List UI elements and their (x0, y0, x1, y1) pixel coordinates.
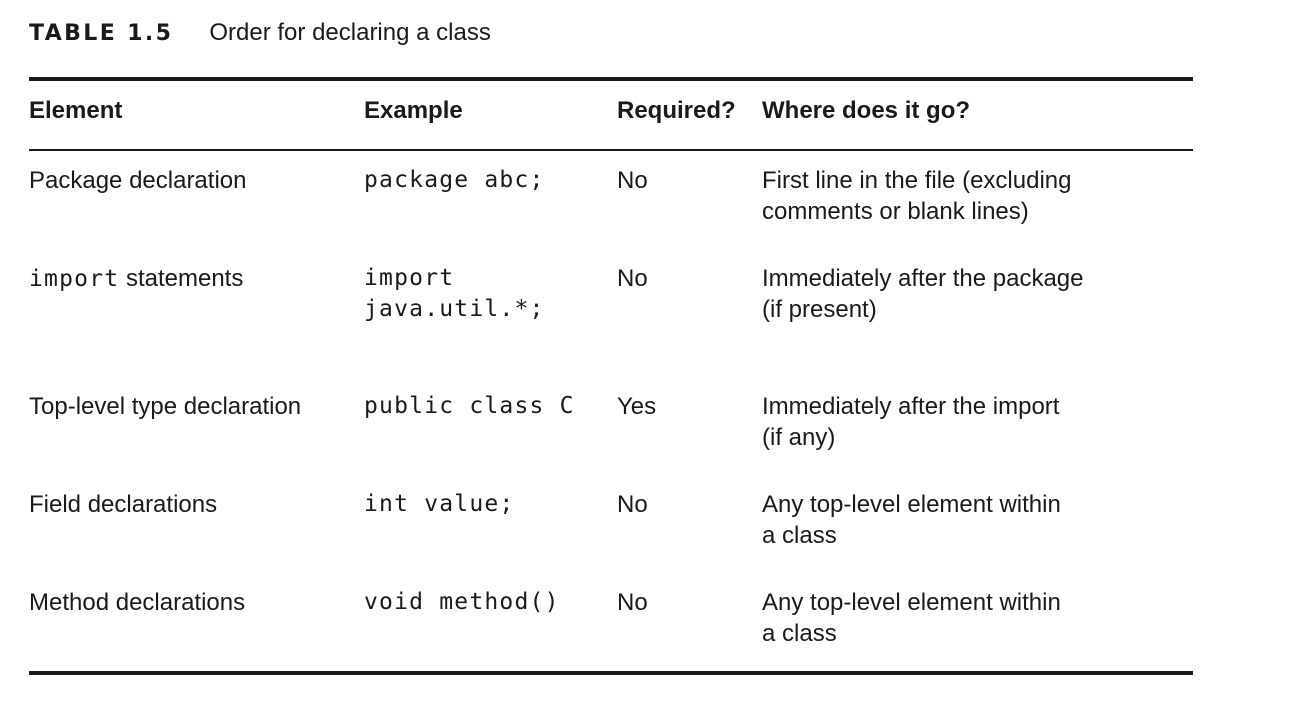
row-1-where: First line in the file (excluding commen… (762, 165, 1071, 227)
row-5-element: Method declarations (29, 587, 245, 618)
row-2-where-line-2: (if present) (762, 296, 877, 323)
row-5-where-line-1: Any top-level element within (762, 589, 1061, 616)
row-5-required: No (617, 589, 648, 616)
row-4-required: No (617, 491, 648, 518)
row-5-where: Any top-level element within a class (762, 587, 1061, 649)
row-4-element-text: Field declarations (29, 491, 218, 518)
row-1-element: Package declaration (29, 165, 246, 196)
row-5-where-line-2: a class (762, 620, 837, 647)
row-1-where-line-2: comments or blank lines) (762, 198, 1029, 225)
row-3-where-line-1: Immediately after the import (762, 393, 1060, 420)
table-top-rule (29, 77, 1193, 81)
row-3-where-line-2: (if any) (762, 424, 836, 451)
row-2-element-text: statements (119, 265, 244, 292)
row-4-where: Any top-level element within a class (762, 489, 1061, 551)
row-1-where-line-1: First line in the file (excluding (762, 167, 1072, 194)
header-element: Element (29, 97, 123, 124)
row-4-example: int value; (364, 489, 514, 520)
row-3-where: Immediately after the import (if any) (762, 391, 1059, 453)
row-2-example-line-1: import (364, 265, 455, 291)
table-caption: TABLE 1.5 Order for declaring a class (29, 17, 491, 49)
row-4-where-line-1: Any top-level element within (762, 491, 1061, 518)
table-bottom-rule (29, 671, 1193, 675)
row-3-example-line-1: public class C (364, 393, 575, 419)
table-number: TABLE 1.5 (29, 20, 174, 46)
row-3-element: Top-level type declaration (29, 391, 301, 422)
row-2-example-line-2: java.util.*; (364, 296, 545, 322)
row-5-example-line-1: void method() (364, 589, 560, 615)
row-2-where: Immediately after the package (if presen… (762, 263, 1084, 325)
row-2-element-code: import (29, 266, 120, 292)
row-3-required: Yes (617, 393, 657, 420)
row-1-required: No (617, 167, 648, 194)
header-required: Required? (617, 97, 736, 124)
row-5-example: void method() (364, 587, 560, 618)
row-4-element: Field declarations (29, 489, 217, 520)
header-rule (29, 149, 1193, 151)
row-5-element-text: Method declarations (29, 589, 246, 616)
row-3-example: public class C (364, 391, 575, 422)
row-4-example-line-1: int value; (364, 491, 515, 517)
row-2-example: import java.util.*; (364, 263, 545, 325)
table-title: Order for declaring a class (209, 19, 491, 46)
row-1-element-text: Package declaration (29, 167, 247, 194)
header-example: Example (364, 97, 463, 124)
row-1-example-line-1: package abc; (364, 167, 545, 193)
row-1-example: package abc; (364, 165, 545, 196)
row-2-element: import statements (29, 263, 243, 295)
row-2-required: No (617, 265, 648, 292)
row-4-where-line-2: a class (762, 522, 837, 549)
row-3-element-text: Top-level type declaration (29, 393, 302, 420)
row-2-where-line-1: Immediately after the package (762, 265, 1084, 292)
header-where: Where does it go? (762, 97, 971, 124)
